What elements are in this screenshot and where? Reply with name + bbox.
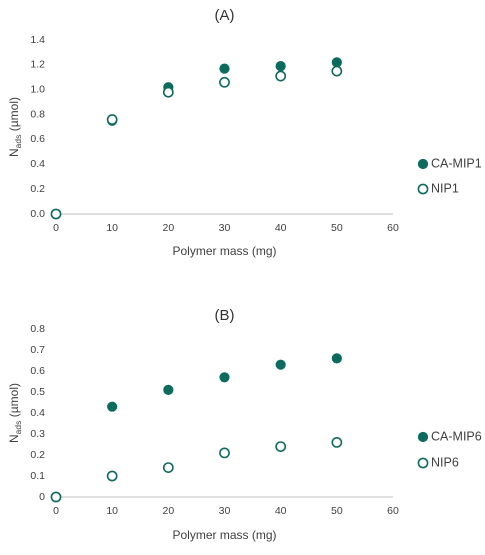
chart-panel-a: (A) 0 10 20 30 40 50 60 0.0 0.2 0.4 0.6 0.8 1.0 1.2 1.4… xyxy=(7,7,482,258)
x-axis-title: Polymer mass (mg) xyxy=(172,244,276,258)
legend-label: CA-MIP1 xyxy=(431,156,482,170)
x-tick-label: 0 xyxy=(53,505,59,517)
data-point-ca-mip1 xyxy=(219,63,230,74)
data-point-nip1 xyxy=(219,76,230,88)
y-tick-label: 0.2 xyxy=(30,183,45,195)
y-tick-label: 0.4 xyxy=(30,407,45,419)
legend-label: NIP1 xyxy=(431,181,459,195)
x-tick-label: 40 xyxy=(275,505,287,517)
y-tick-label: 0.2 xyxy=(30,449,45,461)
x-tick-label: 10 xyxy=(106,222,118,234)
y-axis-title: Nads (µmol) xyxy=(7,97,23,157)
data-point-nip1 xyxy=(106,114,118,125)
y-axis-title-main: N xyxy=(7,434,21,443)
y-axis-title-unit: (µmol) xyxy=(7,97,21,135)
legend-marker xyxy=(417,457,429,469)
data-point-nip1 xyxy=(275,70,287,82)
y-tick-label: 0.4 xyxy=(30,158,45,170)
x-tick-label: 50 xyxy=(331,505,343,517)
y-axis-title-subscript: ads xyxy=(13,421,23,435)
data-point-nip6 xyxy=(219,447,230,459)
y-axis-title-subscript: ads xyxy=(13,135,23,149)
data-point-ca-mip6 xyxy=(275,359,286,370)
x-tick-label: 30 xyxy=(219,505,231,517)
x-tick-label: 60 xyxy=(387,505,399,517)
data-point-nip6 xyxy=(106,470,118,482)
y-axis-title-main: N xyxy=(7,148,21,157)
x-tick-label: 10 xyxy=(106,505,118,517)
data-point-ca-mip6 xyxy=(331,353,342,364)
y-tick-label: 0.0 xyxy=(30,208,45,220)
data-point-nip6 xyxy=(331,436,343,448)
panel-label: (A) xyxy=(215,7,235,24)
data-point-nip6 xyxy=(275,441,287,452)
chart-panel-b: (B) 0 10 20 30 40 50 60 0 0.1 0.2 0.3 0.4 0.5 0.6 0.7 0.… xyxy=(7,307,482,542)
x-tick-label: 0 xyxy=(53,222,59,234)
data-point-ca-mip6 xyxy=(163,384,174,395)
legend-marker xyxy=(417,158,429,170)
y-tick-label: 0.8 xyxy=(30,108,45,120)
x-tick-label: 30 xyxy=(219,222,231,234)
data-point-ca-mip1 xyxy=(331,57,342,68)
data-point-nip6 xyxy=(50,491,62,503)
panel-label: (B) xyxy=(215,307,235,324)
x-tick-label: 40 xyxy=(275,222,287,234)
data-point-nip6 xyxy=(162,462,174,473)
y-tick-label: 0.1 xyxy=(30,470,45,482)
x-tick-label: 20 xyxy=(162,505,174,517)
y-tick-label: 1.2 xyxy=(30,59,45,71)
y-tick-label: 0.7 xyxy=(30,344,45,356)
y-tick-label: 0.5 xyxy=(30,386,45,398)
y-tick-label: 0.3 xyxy=(30,428,45,440)
y-tick-label: 1.0 xyxy=(30,83,45,95)
y-tick-label: 1.4 xyxy=(30,34,45,46)
data-point-nip1 xyxy=(331,65,343,77)
x-tick-label: 20 xyxy=(162,222,174,234)
y-axis-title-unit: (µmol) xyxy=(7,383,21,421)
legend-label: NIP6 xyxy=(431,455,459,469)
x-tick-label: 50 xyxy=(331,222,343,234)
data-point-ca-mip6 xyxy=(107,401,118,412)
data-point-ca-mip6 xyxy=(219,372,230,383)
y-tick-label: 0 xyxy=(39,491,45,503)
y-tick-label: 0.6 xyxy=(30,133,45,145)
legend-label: CA-MIP6 xyxy=(431,429,482,443)
legend-marker xyxy=(417,183,429,195)
data-point-nip1 xyxy=(162,86,174,98)
data-point-ca-mip1 xyxy=(275,61,286,72)
y-axis-title: Nads (µmol) xyxy=(7,383,23,443)
y-tick-label: 0.8 xyxy=(30,323,45,335)
data-point-nip1 xyxy=(50,208,62,220)
x-axis-title: Polymer mass (mg) xyxy=(172,528,276,542)
y-tick-label: 0.6 xyxy=(30,365,45,377)
legend-marker xyxy=(417,431,429,443)
x-tick-label: 60 xyxy=(387,222,399,234)
